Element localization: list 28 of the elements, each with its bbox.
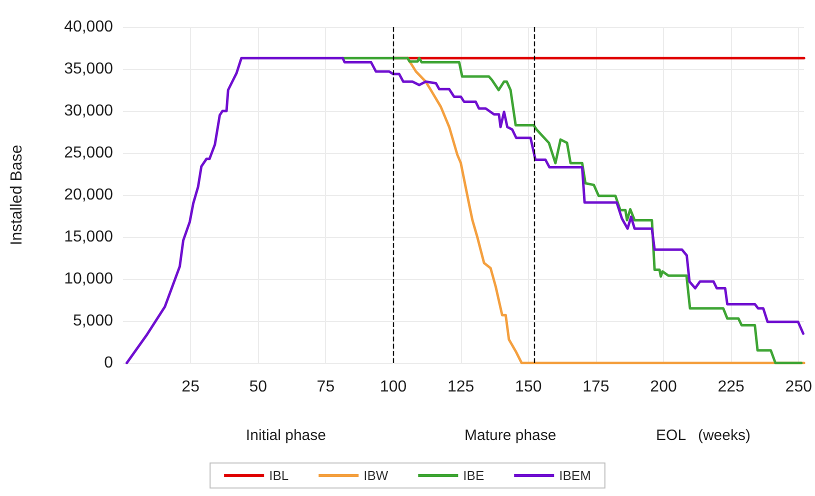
y-tick-label: 10,000 — [64, 270, 114, 288]
y-tick-label: 25,000 — [64, 144, 114, 162]
x-tick-label: 100 — [380, 378, 407, 396]
legend-label: IBW — [364, 468, 389, 483]
y-tick-label: 5,000 — [72, 312, 114, 330]
y-tick-label: 20,000 — [64, 186, 114, 204]
x-tick-label: 50 — [249, 378, 268, 396]
y-tick-label: 30,000 — [64, 102, 114, 120]
text: EOL (weeks) — [656, 427, 750, 444]
legend-label: IBEM — [559, 468, 591, 483]
y-tick-label: 15,000 — [64, 228, 114, 246]
x-tick-label: 25 — [182, 378, 200, 396]
y-tick-label: 35,000 — [64, 60, 114, 78]
line-series — [126, 56, 804, 364]
x-tick-label: 200 — [650, 378, 677, 396]
x-tick-label: 75 — [316, 378, 335, 396]
text: Initial phase — [246, 427, 326, 444]
y-tick-label: 0 — [104, 354, 114, 372]
x-tick-label: 225 — [718, 378, 745, 396]
x-tick-label: 250 — [785, 378, 812, 396]
x-tick-label: 125 — [447, 378, 474, 396]
text: Mature phase — [464, 427, 556, 444]
legend-label: IBE — [463, 468, 484, 483]
y-axis-title: Installed Base — [8, 144, 26, 246]
legend-label: IBL — [269, 468, 289, 483]
x-tick-label: 150 — [515, 378, 542, 396]
y-tick-label: 40,000 — [64, 18, 114, 36]
x-tick-label: 175 — [582, 378, 610, 396]
